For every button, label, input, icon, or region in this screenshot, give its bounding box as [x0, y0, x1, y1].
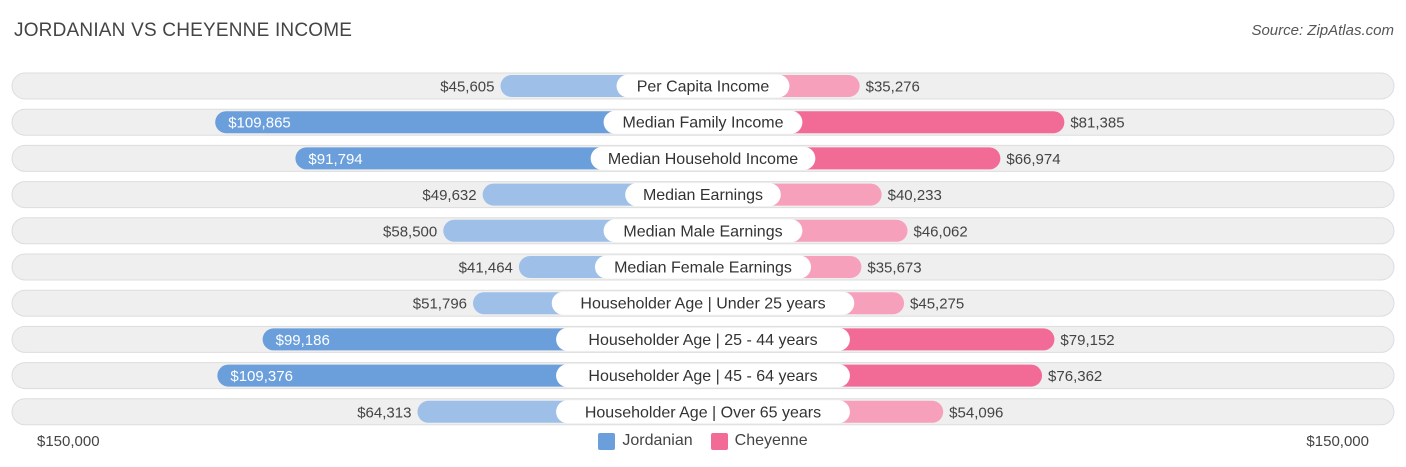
value-label-cheyenne: $45,275 — [910, 296, 964, 313]
chart-title: JORDANIAN VS CHEYENNE INCOME — [14, 20, 353, 41]
legend-swatch-cheyenne — [710, 432, 728, 450]
axis-right-label: $150,000 — [1306, 433, 1369, 450]
value-label-cheyenne: $54,096 — [949, 404, 1003, 421]
legend-item-jordanian: Jordanian — [598, 432, 693, 450]
category-label: Householder Age | Over 65 years — [585, 404, 821, 421]
category-pill — [556, 400, 850, 424]
bar-jordanian — [215, 111, 703, 134]
value-label-jordanian: $49,632 — [422, 187, 476, 204]
legend-label-jordanian: Jordanian — [622, 432, 693, 449]
category-label: Median Earnings — [643, 187, 763, 204]
value-label-cheyenne: $46,062 — [914, 223, 968, 240]
category-pill — [551, 291, 855, 315]
legend-swatch-jordanian — [598, 432, 616, 450]
value-label-jordanian: $51,796 — [413, 296, 467, 313]
category-label: Per Capita Income — [637, 79, 770, 96]
category-pill — [625, 183, 781, 207]
value-label-cheyenne: $35,673 — [867, 260, 921, 277]
category-pill — [594, 255, 812, 279]
category-label: Householder Age | 25 - 44 years — [588, 332, 817, 349]
value-label-jordanian: $109,865 — [228, 115, 291, 132]
value-label-cheyenne: $76,362 — [1048, 368, 1102, 385]
legend-item-cheyenne: Cheyenne — [710, 432, 808, 450]
category-pill — [556, 364, 850, 388]
value-label-jordanian: $45,605 — [440, 79, 494, 96]
value-label-cheyenne: $81,385 — [1070, 115, 1124, 132]
value-label-jordanian: $109,376 — [230, 368, 293, 385]
category-pill — [616, 74, 790, 98]
category-pill — [556, 327, 850, 351]
value-label-cheyenne: $66,974 — [1006, 151, 1060, 168]
category-label: Householder Age | 45 - 64 years — [588, 368, 817, 385]
value-label-cheyenne: $40,233 — [888, 187, 942, 204]
income-comparison-chart: $45,605 $35,276 Per Capita Income $109,865 $… — [11, 72, 1395, 426]
category-pill — [603, 110, 803, 134]
value-label-cheyenne: $35,276 — [866, 79, 920, 96]
legend: Jordanian Cheyenne — [0, 432, 1406, 450]
value-label-cheyenne: $79,152 — [1060, 332, 1114, 349]
axis-left-label: $150,000 — [37, 433, 100, 450]
value-label-jordanian: $64,313 — [357, 404, 411, 421]
category-label: Median Female Earnings — [614, 260, 792, 277]
category-pill — [590, 146, 816, 170]
value-label-jordanian: $58,500 — [383, 223, 437, 240]
category-label: Median Male Earnings — [623, 223, 782, 240]
legend-label-cheyenne: Cheyenne — [734, 432, 808, 449]
category-label: Householder Age | Under 25 years — [580, 296, 825, 313]
value-label-jordanian: $91,794 — [308, 151, 362, 168]
category-label: Median Household Income — [608, 151, 798, 168]
value-label-jordanian: $99,186 — [276, 332, 330, 349]
source-credit: Source: ZipAtlas.com — [1251, 22, 1394, 39]
category-pill — [603, 219, 803, 243]
category-label: Median Family Income — [623, 115, 784, 132]
value-label-jordanian: $41,464 — [459, 260, 513, 277]
